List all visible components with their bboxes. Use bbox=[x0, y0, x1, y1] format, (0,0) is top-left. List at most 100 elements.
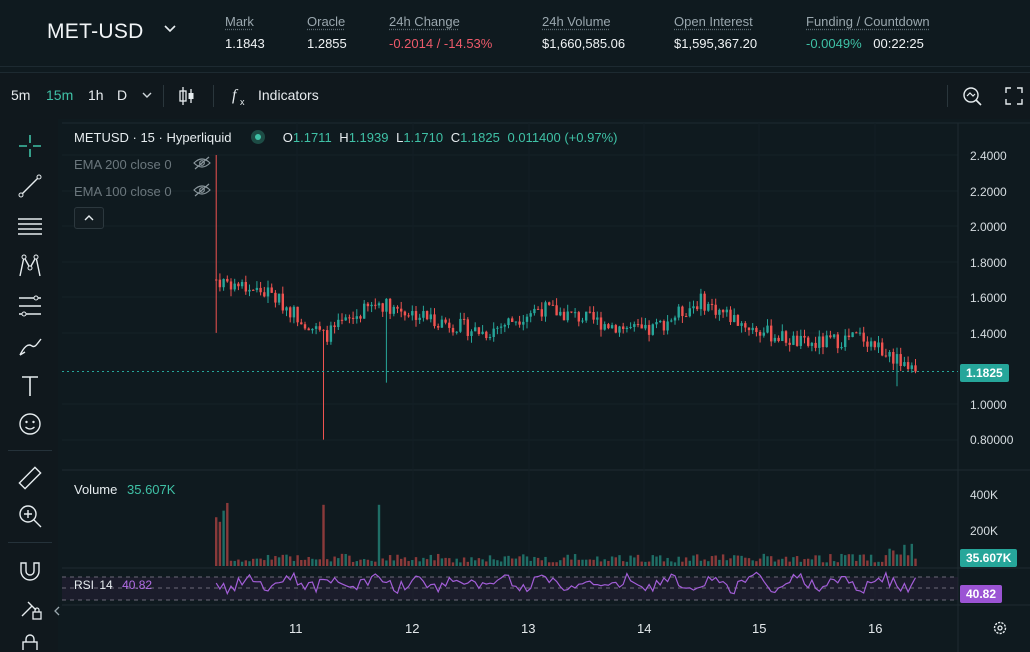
candle-body bbox=[503, 325, 506, 327]
candle-body bbox=[770, 325, 773, 342]
candle-body bbox=[740, 323, 743, 326]
volume-bar bbox=[218, 521, 222, 566]
volume-bar bbox=[474, 560, 477, 566]
volume-bar bbox=[348, 555, 351, 566]
volume-bar bbox=[803, 559, 806, 566]
candle-body bbox=[821, 336, 825, 348]
candle-body bbox=[551, 304, 555, 306]
crosshair-icon[interactable] bbox=[16, 132, 44, 160]
volume-bar bbox=[425, 559, 429, 566]
interval-1h[interactable]: 1h bbox=[88, 87, 104, 103]
candle-body bbox=[570, 311, 573, 313]
eye-hidden-icon[interactable] bbox=[193, 183, 211, 197]
candle-body bbox=[237, 283, 240, 287]
volume-bar bbox=[448, 558, 451, 566]
screenshot-icon[interactable] bbox=[961, 85, 983, 107]
volume-bar bbox=[396, 554, 399, 566]
volume-bar bbox=[277, 557, 281, 566]
volume-bar bbox=[784, 556, 788, 566]
volume-bar bbox=[840, 553, 843, 566]
volume-bar bbox=[618, 555, 621, 566]
market-symbol[interactable]: MET-USD bbox=[47, 20, 144, 43]
volume-bar bbox=[374, 561, 377, 566]
text-tool-icon[interactable] bbox=[16, 372, 44, 400]
candle-body bbox=[536, 308, 540, 310]
candle-body bbox=[710, 303, 714, 305]
volume-bar bbox=[684, 557, 688, 566]
candle-body bbox=[832, 334, 836, 338]
volume-bar bbox=[888, 548, 891, 566]
volume-bar bbox=[444, 557, 447, 566]
volume-bar bbox=[788, 561, 791, 566]
volume-bar bbox=[640, 561, 643, 566]
volume-bar bbox=[255, 558, 259, 566]
stat-24h-change: 24h Change -0.2014 / -14.53% bbox=[389, 14, 492, 51]
volume-bar bbox=[492, 559, 495, 566]
ruler-icon[interactable] bbox=[16, 464, 44, 492]
volume-bar bbox=[403, 557, 407, 566]
volume-bar bbox=[688, 560, 691, 566]
eye-hidden-icon[interactable] bbox=[193, 156, 211, 170]
zoom-in-icon[interactable] bbox=[16, 502, 44, 530]
volume-bar bbox=[533, 556, 536, 566]
candle-body bbox=[277, 293, 281, 303]
stat-value: $1,660,585.06 bbox=[542, 36, 626, 51]
fib-retracement-icon[interactable] bbox=[16, 292, 44, 320]
volume-bar bbox=[514, 558, 518, 566]
fullscreen-icon[interactable] bbox=[1004, 86, 1024, 106]
chevron-left-icon[interactable] bbox=[52, 604, 62, 616]
volume-bar bbox=[440, 558, 444, 566]
interval-5m[interactable]: 5m bbox=[11, 87, 31, 103]
collapse-legend-button[interactable] bbox=[74, 207, 104, 229]
candle-body bbox=[651, 324, 654, 335]
magnet-icon[interactable] bbox=[16, 556, 44, 584]
candle-body bbox=[673, 317, 677, 321]
emoji-icon[interactable] bbox=[16, 410, 44, 438]
volume-bar bbox=[455, 558, 458, 566]
candle-body bbox=[696, 306, 699, 310]
candle-body bbox=[374, 304, 377, 306]
volume-bar bbox=[511, 558, 514, 566]
candle-body bbox=[914, 365, 917, 372]
candle-body bbox=[311, 328, 314, 331]
indicator-ema-200[interactable]: EMA 200 close 0 bbox=[74, 157, 172, 172]
volume-bar bbox=[407, 561, 410, 566]
volume-bar bbox=[300, 559, 303, 566]
candle-body bbox=[229, 281, 233, 290]
volume-bar bbox=[844, 555, 847, 566]
volume-bar bbox=[755, 561, 758, 566]
brush-icon[interactable] bbox=[16, 332, 44, 360]
candle-body bbox=[303, 324, 307, 329]
lock-icon[interactable] bbox=[16, 630, 44, 650]
candle-body bbox=[670, 320, 673, 322]
indicators-button[interactable]: Indicators bbox=[258, 87, 319, 103]
volume-bar bbox=[729, 558, 732, 566]
volume-bar bbox=[610, 556, 614, 566]
chevron-down-icon[interactable] bbox=[162, 20, 178, 36]
indicator-ema-100[interactable]: EMA 100 close 0 bbox=[74, 184, 172, 199]
volume-bar bbox=[522, 554, 525, 566]
horizontal-lines-icon[interactable] bbox=[16, 212, 44, 240]
stat-value: $1,595,367.20 bbox=[674, 36, 758, 51]
candle-body bbox=[429, 314, 432, 320]
volume-bar bbox=[670, 561, 673, 566]
candle-body bbox=[684, 316, 688, 318]
volume-value: 35.607K bbox=[127, 482, 176, 497]
candle-body bbox=[400, 308, 403, 312]
trend-line-icon[interactable] bbox=[16, 172, 44, 200]
pattern-icon[interactable] bbox=[16, 252, 44, 280]
lock-drawings-icon[interactable] bbox=[16, 594, 44, 622]
candle-body bbox=[818, 336, 821, 348]
interval-chevron-icon[interactable] bbox=[140, 88, 154, 102]
interval-15m[interactable]: 15m bbox=[46, 87, 74, 103]
candle-body bbox=[718, 309, 721, 315]
candle-body bbox=[807, 337, 810, 346]
interval-d[interactable]: D bbox=[117, 87, 128, 103]
stat-oracle: Oracle 1.2855 bbox=[307, 14, 347, 51]
candles-chart-type-icon[interactable] bbox=[176, 84, 198, 108]
settings-gear-icon[interactable] bbox=[992, 620, 1008, 636]
volume-bar bbox=[703, 559, 706, 566]
volume-bar bbox=[603, 559, 606, 566]
